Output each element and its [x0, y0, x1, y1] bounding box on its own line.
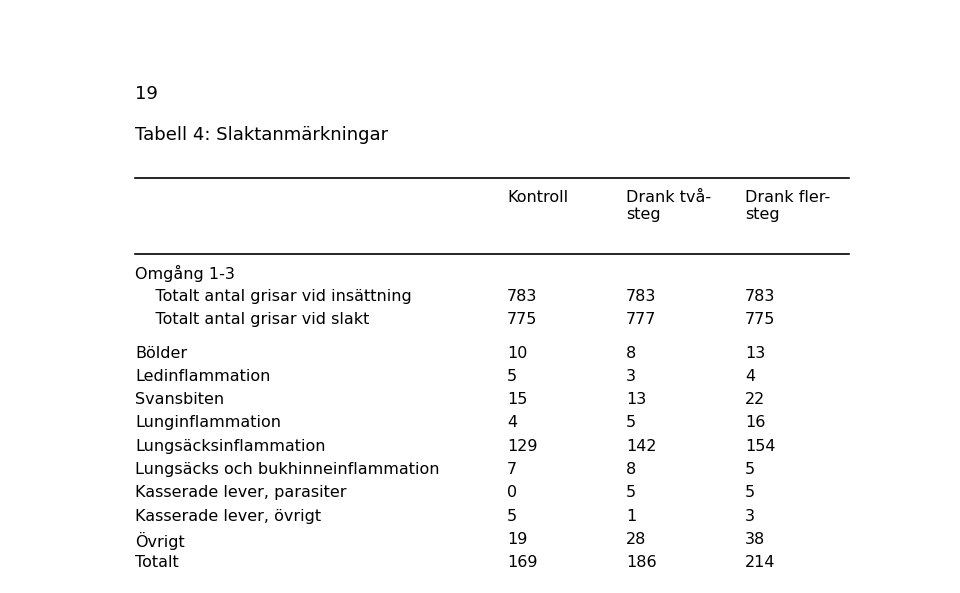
Text: 5: 5: [626, 416, 636, 431]
Text: 783: 783: [507, 289, 538, 304]
Text: 214: 214: [745, 555, 776, 570]
Text: 5: 5: [507, 509, 517, 524]
Text: Totalt antal grisar vid slakt: Totalt antal grisar vid slakt: [134, 312, 370, 327]
Text: Totalt: Totalt: [134, 555, 179, 570]
Text: 5: 5: [745, 485, 756, 500]
Text: 4: 4: [507, 416, 517, 431]
Text: 10: 10: [507, 346, 527, 361]
Text: 4: 4: [745, 369, 756, 384]
Text: Totalt antal grisar vid insättning: Totalt antal grisar vid insättning: [134, 289, 412, 304]
Text: 22: 22: [745, 392, 765, 407]
Text: Omgång 1-3: Omgång 1-3: [134, 265, 235, 282]
Text: Svansbiten: Svansbiten: [134, 392, 224, 407]
Text: 775: 775: [745, 312, 776, 327]
Text: Bölder: Bölder: [134, 346, 187, 361]
Text: 5: 5: [507, 369, 517, 384]
Text: 775: 775: [507, 312, 538, 327]
Text: Drank två-
steg: Drank två- steg: [626, 190, 711, 222]
Text: 777: 777: [626, 312, 657, 327]
Text: 15: 15: [507, 392, 527, 407]
Text: 186: 186: [626, 555, 657, 570]
Text: 1: 1: [626, 509, 636, 524]
Text: 3: 3: [626, 369, 636, 384]
Text: 129: 129: [507, 439, 538, 454]
Text: 8: 8: [626, 346, 636, 361]
Text: 154: 154: [745, 439, 776, 454]
Text: 783: 783: [626, 289, 657, 304]
Text: 13: 13: [745, 346, 765, 361]
Text: Kontroll: Kontroll: [507, 190, 568, 205]
Text: 38: 38: [745, 532, 765, 547]
Text: Lunginflammation: Lunginflammation: [134, 416, 281, 431]
Text: Lungsäcksinflammation: Lungsäcksinflammation: [134, 439, 325, 454]
Text: 5: 5: [745, 462, 756, 477]
Text: Kasserade lever, parasiter: Kasserade lever, parasiter: [134, 485, 347, 500]
Text: 3: 3: [745, 509, 755, 524]
Text: Kasserade lever, övrigt: Kasserade lever, övrigt: [134, 509, 321, 524]
Text: 13: 13: [626, 392, 646, 407]
Text: 19: 19: [134, 85, 157, 103]
Text: 28: 28: [626, 532, 646, 547]
Text: Drank fler-
steg: Drank fler- steg: [745, 190, 830, 222]
Text: 8: 8: [626, 462, 636, 477]
Text: 7: 7: [507, 462, 517, 477]
Text: Ledinflammation: Ledinflammation: [134, 369, 271, 384]
Text: 783: 783: [745, 289, 776, 304]
Text: Tabell 4: Slaktanmärkningar: Tabell 4: Slaktanmärkningar: [134, 126, 388, 144]
Text: 16: 16: [745, 416, 765, 431]
Text: 0: 0: [507, 485, 517, 500]
Text: 5: 5: [626, 485, 636, 500]
Text: Övrigt: Övrigt: [134, 532, 184, 550]
Text: 19: 19: [507, 532, 527, 547]
Text: Lungsäcks och bukhinneinflammation: Lungsäcks och bukhinneinflammation: [134, 462, 440, 477]
Text: 142: 142: [626, 439, 657, 454]
Text: 169: 169: [507, 555, 538, 570]
